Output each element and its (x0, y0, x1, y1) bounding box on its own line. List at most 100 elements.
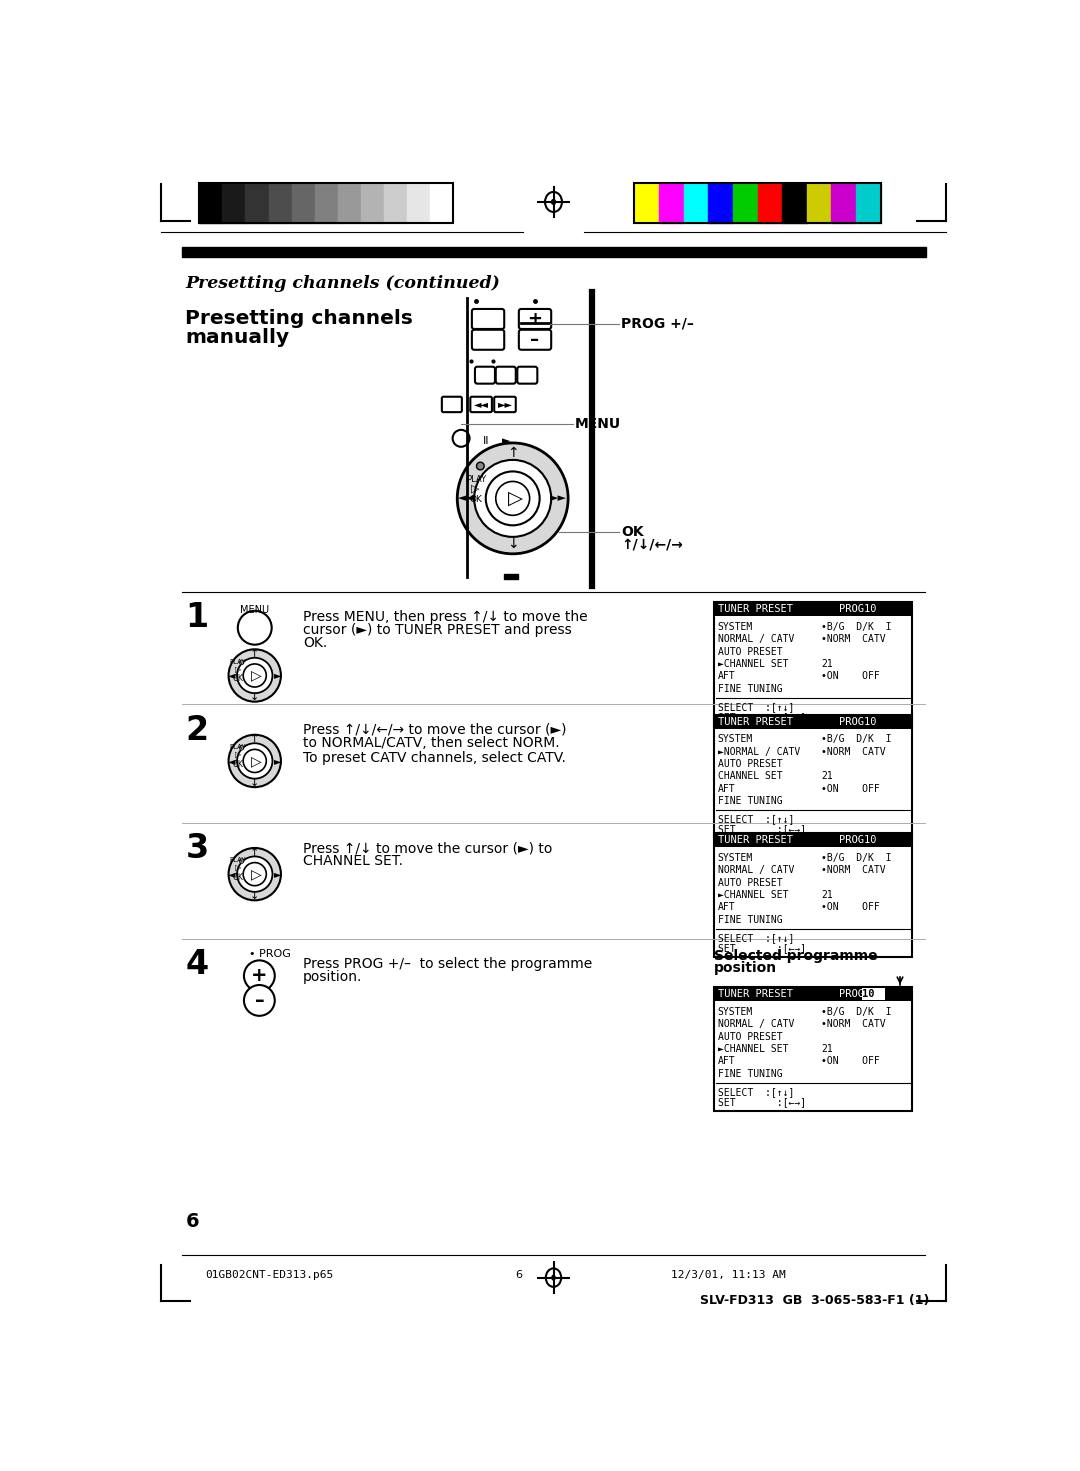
Text: CHANNEL SET: CHANNEL SET (717, 771, 782, 781)
Text: SYSTEM: SYSTEM (717, 1008, 753, 1016)
Circle shape (237, 743, 272, 778)
Bar (684, 182, 708, 222)
Bar (183, 247, 927, 257)
Text: 21: 21 (822, 890, 833, 900)
Text: MENU: MENU (240, 605, 269, 615)
Text: TUNER PRESET: TUNER PRESET (718, 605, 794, 615)
FancyBboxPatch shape (496, 366, 516, 384)
Text: ◄◄: ◄◄ (474, 400, 488, 409)
Text: PROG10: PROG10 (839, 605, 877, 615)
Bar (292, 182, 314, 222)
Text: •B/G  D/K  I: •B/G D/K I (822, 734, 892, 744)
Text: SELECT  :[↑↓]: SELECT :[↑↓] (717, 1087, 794, 1097)
Bar (200, 182, 222, 222)
Text: 01GB02CNT-ED313.p65: 01GB02CNT-ED313.p65 (205, 1271, 334, 1280)
Text: ↑: ↑ (251, 847, 259, 858)
Bar (659, 182, 684, 222)
Bar (733, 182, 757, 222)
FancyBboxPatch shape (442, 397, 462, 412)
Bar (714, 602, 913, 616)
Text: –: – (255, 991, 265, 1011)
Text: –: – (530, 331, 540, 349)
Text: +: + (527, 310, 542, 328)
Text: SYSTEM: SYSTEM (717, 622, 753, 633)
Text: 6: 6 (515, 1271, 522, 1280)
Text: PROG +/–: PROG +/– (621, 316, 694, 331)
Text: NORMAL / CATV: NORMAL / CATV (717, 634, 794, 644)
Text: PLAY: PLAY (229, 744, 246, 750)
Bar (782, 182, 807, 222)
Text: to NORMAL/CATV, then select NORM.: to NORMAL/CATV, then select NORM. (303, 736, 559, 750)
Text: 12/3/01, 11:13 AM: 12/3/01, 11:13 AM (671, 1271, 785, 1280)
Text: •NORM  CATV: •NORM CATV (822, 1019, 886, 1030)
Text: 1: 1 (186, 602, 208, 634)
Text: AUTO PRESET: AUTO PRESET (717, 1031, 782, 1041)
Text: NORMAL / CATV: NORMAL / CATV (717, 1019, 794, 1030)
Text: 2: 2 (186, 713, 208, 747)
Bar (714, 987, 913, 1002)
Bar (708, 182, 733, 222)
Text: FINE TUNING: FINE TUNING (717, 915, 782, 925)
Text: ►►: ►► (551, 493, 567, 503)
Bar (314, 182, 338, 222)
Text: CHANNEL SET.: CHANNEL SET. (303, 855, 403, 868)
Text: To preset CATV channels, select CATV.: To preset CATV channels, select CATV. (303, 750, 566, 765)
Text: •NORM  CATV: •NORM CATV (822, 634, 886, 644)
Bar (634, 182, 881, 222)
Text: FINE TUNING: FINE TUNING (717, 684, 782, 693)
Circle shape (496, 481, 529, 515)
Text: •ON    OFF: •ON OFF (822, 784, 880, 794)
Circle shape (243, 862, 267, 886)
Circle shape (229, 736, 281, 787)
Text: 21: 21 (822, 771, 833, 781)
Bar (856, 182, 881, 222)
Text: ►CHANNEL SET: ►CHANNEL SET (717, 1044, 788, 1053)
FancyBboxPatch shape (495, 397, 516, 412)
Text: ↑: ↑ (251, 734, 259, 744)
Text: ↑: ↑ (251, 649, 259, 659)
Bar (714, 715, 913, 838)
Bar (430, 182, 454, 222)
Bar (245, 182, 269, 222)
Circle shape (238, 610, 272, 644)
Text: TUNER PRESET: TUNER PRESET (718, 716, 794, 727)
Circle shape (229, 649, 281, 702)
Text: ►►: ►► (498, 400, 513, 409)
Text: ↓: ↓ (251, 691, 259, 702)
Circle shape (453, 430, 470, 447)
Text: II: II (483, 435, 489, 446)
Text: •B/G  D/K  I: •B/G D/K I (822, 622, 892, 633)
FancyBboxPatch shape (471, 397, 491, 412)
Text: ↑: ↑ (507, 446, 518, 460)
Text: PLAY: PLAY (229, 858, 246, 863)
Text: SLV-FD313  GB  3-065-583-F1 (1): SLV-FD313 GB 3-065-583-F1 (1) (700, 1294, 929, 1308)
Circle shape (237, 658, 272, 693)
Bar (407, 182, 430, 222)
Bar (714, 602, 913, 725)
Text: AFT: AFT (717, 784, 735, 794)
Text: Presetting channels (continued): Presetting channels (continued) (186, 275, 500, 293)
Text: OK.: OK. (303, 637, 327, 650)
Text: SYSTEM: SYSTEM (717, 734, 753, 744)
Text: ►: ► (274, 756, 282, 766)
Text: OK: OK (470, 496, 482, 505)
Text: FINE TUNING: FINE TUNING (717, 1068, 782, 1078)
Text: 6: 6 (186, 1212, 199, 1231)
Circle shape (240, 660, 244, 665)
Text: OK: OK (621, 525, 644, 540)
Text: PROG10: PROG10 (839, 836, 877, 846)
Circle shape (243, 663, 267, 687)
Circle shape (244, 986, 274, 1016)
Text: ►NORMAL / CATV: ►NORMAL / CATV (717, 747, 800, 756)
Circle shape (243, 749, 267, 772)
Text: • PROG: • PROG (249, 949, 292, 959)
Circle shape (240, 746, 244, 750)
Text: 10: 10 (862, 990, 875, 999)
Text: AUTO PRESET: AUTO PRESET (717, 878, 782, 887)
Text: SYSTEM: SYSTEM (717, 853, 753, 863)
Text: MENU: MENU (575, 418, 621, 431)
Circle shape (474, 460, 551, 537)
Text: 4: 4 (186, 947, 208, 981)
Text: AFT: AFT (717, 902, 735, 912)
Text: ↓: ↓ (251, 778, 259, 787)
